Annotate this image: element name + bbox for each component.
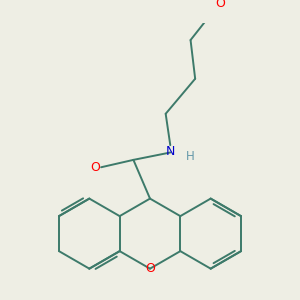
Text: O: O bbox=[91, 161, 100, 174]
Text: H: H bbox=[186, 150, 195, 163]
Text: O: O bbox=[215, 0, 225, 10]
Text: N: N bbox=[166, 145, 175, 158]
Text: O: O bbox=[145, 262, 155, 275]
